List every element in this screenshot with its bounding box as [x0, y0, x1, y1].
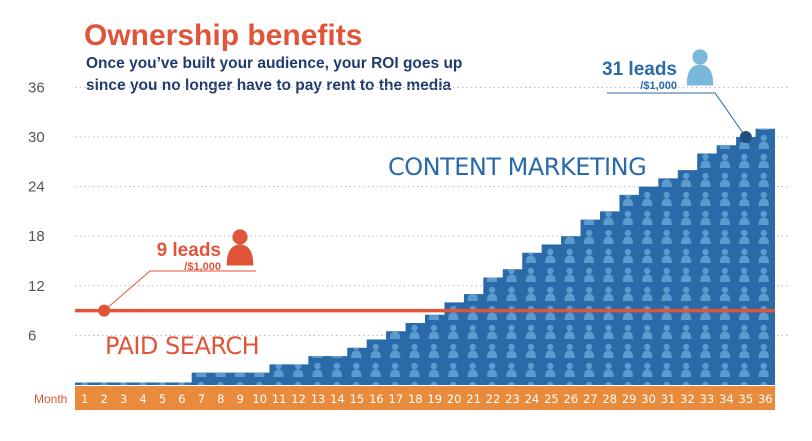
- month-axis-band: [75, 386, 775, 410]
- person-icon-head: [692, 49, 708, 65]
- paid-search-marker: [98, 304, 111, 317]
- x-tick-label: 19: [427, 392, 442, 406]
- chart-title: Ownership benefits: [84, 19, 362, 52]
- content-marketing-leads-sublabel: /$1,000: [640, 80, 677, 92]
- x-tick-label: 17: [389, 392, 404, 406]
- series-label-content-marketing: CONTENT MARKETING: [388, 153, 646, 181]
- x-tick-label: 8: [217, 392, 224, 406]
- chart-subtitle-line-2: since you no longer have to pay rent to …: [86, 77, 452, 94]
- x-tick-label: 1: [81, 392, 88, 406]
- y-tick-label: 24: [28, 179, 45, 196]
- x-tick-label: 33: [700, 392, 715, 406]
- paid-search-callout-leader: [103, 270, 256, 311]
- x-tick-label: 21: [466, 392, 481, 406]
- x-tick-label: 15: [350, 392, 365, 406]
- x-tick-label: 10: [252, 392, 267, 406]
- x-tick-label: 2: [101, 392, 108, 406]
- x-tick-label: 3: [120, 392, 127, 406]
- x-tick-label: 5: [159, 392, 166, 406]
- x-tick-label: 35: [739, 392, 754, 406]
- series-label-paid-search: PAID SEARCH: [105, 332, 259, 360]
- x-tick-label: 32: [680, 392, 695, 406]
- content-marketing-leads-label: 31 leads: [602, 59, 677, 80]
- content-marketing-callout-leader: [607, 92, 747, 138]
- x-tick-label: 16: [369, 392, 384, 406]
- x-tick-label: 28: [602, 392, 617, 406]
- content-marketing-people-pattern: [75, 128, 775, 385]
- x-tick-label: 24: [525, 392, 540, 406]
- x-tick-label: 36: [758, 392, 773, 406]
- y-tick-label: 30: [28, 129, 45, 146]
- person-icon: [226, 229, 254, 266]
- x-tick-label: 13: [311, 392, 326, 406]
- x-tick-label: 18: [408, 392, 423, 406]
- x-tick-label: 7: [198, 392, 205, 406]
- y-tick-label: 12: [28, 278, 45, 295]
- x-tick-label: 12: [291, 392, 306, 406]
- person-icon: [686, 49, 714, 86]
- x-axis-label: Month: [34, 392, 67, 406]
- person-icon-head: [232, 229, 248, 245]
- person-icon-body: [686, 64, 714, 86]
- chart-subtitle-line-1: Once you’ve built your audience, your RO…: [86, 55, 462, 72]
- x-tick-label: 25: [544, 392, 559, 406]
- x-tick-label: 30: [641, 392, 656, 406]
- x-tick-label: 22: [486, 392, 501, 406]
- y-tick-label: 36: [28, 79, 45, 96]
- x-tick-label: 6: [178, 392, 185, 406]
- content-marketing-marker: [739, 131, 752, 143]
- x-tick-label: 23: [505, 392, 520, 406]
- x-tick-label: 26: [564, 392, 579, 406]
- paid-search-leads-label: 9 leads: [157, 240, 221, 261]
- x-tick-label: 31: [661, 392, 676, 406]
- person-icon-body: [226, 244, 254, 266]
- y-tick-label: 18: [28, 228, 45, 245]
- x-tick-label: 11: [272, 392, 287, 406]
- x-tick-label: 27: [583, 392, 598, 406]
- x-tick-label: 9: [237, 392, 244, 406]
- x-tick-label: 29: [622, 392, 637, 406]
- y-tick-label: 6: [28, 327, 36, 344]
- x-tick-label: 34: [719, 392, 734, 406]
- paid-search-leads-sublabel: /$1,000: [184, 261, 221, 273]
- x-tick-label: 20: [447, 392, 462, 406]
- x-tick-label: 14: [330, 392, 345, 406]
- x-tick-label: 4: [139, 392, 146, 406]
